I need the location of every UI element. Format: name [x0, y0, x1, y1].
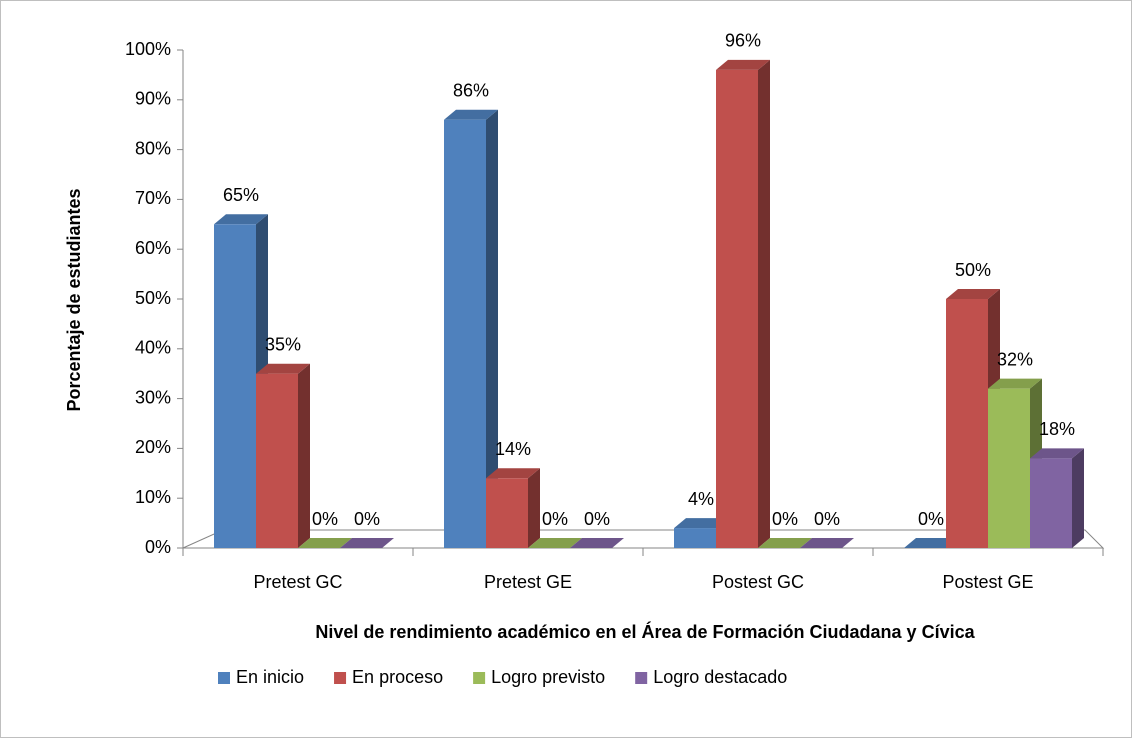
data-label: 0%	[354, 509, 380, 529]
bar-top	[486, 468, 540, 479]
data-label: 96%	[725, 31, 761, 51]
bar-side	[486, 109, 498, 548]
legend-label: Logro previsto	[491, 667, 605, 687]
bar-top	[716, 59, 770, 70]
x-tick-label: Pretest GC	[253, 572, 342, 592]
bar-top	[946, 289, 1000, 299]
bar-top	[904, 538, 958, 548]
y-tick-label: 20%	[135, 437, 171, 457]
y-tick-label: 80%	[135, 138, 171, 158]
bar	[570, 538, 624, 548]
bar-top	[444, 109, 498, 120]
legend-swatch	[473, 672, 486, 684]
bar-top	[800, 538, 854, 548]
bar-front	[444, 119, 486, 548]
bar	[256, 363, 310, 548]
bar-top	[256, 363, 310, 374]
data-label: 0%	[918, 509, 944, 529]
legend-label: Logro destacado	[653, 667, 787, 687]
bar-front	[716, 69, 758, 549]
data-label: 86%	[453, 80, 489, 100]
y-tick-label: 50%	[135, 288, 171, 308]
bar	[486, 468, 540, 548]
x-tick-label: Postest GC	[712, 572, 804, 592]
data-label: 0%	[814, 509, 840, 529]
y-tick-label: 10%	[135, 487, 171, 507]
bar-side	[1072, 448, 1084, 548]
bar-top	[340, 538, 394, 548]
bar	[444, 109, 498, 548]
bar-top	[214, 214, 268, 225]
bar	[904, 538, 958, 548]
data-label: 0%	[542, 509, 568, 529]
y-tick-label: 40%	[135, 338, 171, 358]
data-label: 18%	[1039, 419, 1075, 439]
bar	[758, 538, 812, 548]
y-tick-label: 90%	[135, 89, 171, 109]
bar-top	[298, 538, 352, 548]
bar-side	[298, 363, 310, 548]
bar-side	[758, 59, 770, 549]
bar-front	[946, 299, 988, 548]
y-tick-label: 60%	[135, 238, 171, 258]
bar	[1030, 448, 1084, 548]
data-label: 14%	[495, 439, 531, 459]
bar-front	[674, 528, 716, 548]
bar	[800, 538, 854, 548]
y-tick-label: 0%	[145, 537, 171, 557]
bar-top	[570, 538, 624, 548]
bar-front	[256, 373, 298, 548]
data-label: 32%	[997, 349, 1033, 369]
x-tick-label: Postest GE	[942, 572, 1033, 592]
legend-swatch	[334, 672, 347, 684]
legend-label: En inicio	[236, 667, 304, 687]
bar	[674, 518, 728, 548]
bar-top	[1030, 448, 1084, 459]
data-label: 65%	[223, 185, 259, 205]
x-tick-label: Pretest GE	[484, 572, 572, 592]
y-tick-label: 70%	[135, 188, 171, 208]
legend-swatch	[218, 672, 230, 684]
bar-top	[674, 518, 728, 529]
data-label: 4%	[688, 489, 714, 509]
data-label: 35%	[265, 334, 301, 354]
legend-label: En proceso	[352, 667, 443, 687]
y-axis-title: Porcentaje de estudiantes	[64, 188, 84, 411]
bar-front	[988, 388, 1030, 548]
bar	[716, 59, 770, 549]
bar-top	[528, 538, 582, 548]
data-label: 0%	[312, 509, 338, 529]
legend-swatch	[635, 672, 648, 684]
bar	[298, 538, 352, 548]
y-tick-label: 100%	[125, 39, 171, 59]
data-label: 0%	[772, 509, 798, 529]
data-label: 0%	[584, 509, 610, 529]
bar-front	[1030, 458, 1072, 548]
bar	[340, 538, 394, 548]
y-tick-label: 30%	[135, 387, 171, 407]
bar-front	[214, 224, 256, 549]
x-axis-title: Nivel de rendimiento académico en el Áre…	[315, 621, 975, 642]
data-label: 50%	[955, 260, 991, 280]
bar-front	[486, 478, 528, 548]
bar	[528, 538, 582, 548]
bar-top	[988, 378, 1042, 389]
bar-side	[528, 468, 540, 548]
bar-top	[758, 538, 812, 548]
